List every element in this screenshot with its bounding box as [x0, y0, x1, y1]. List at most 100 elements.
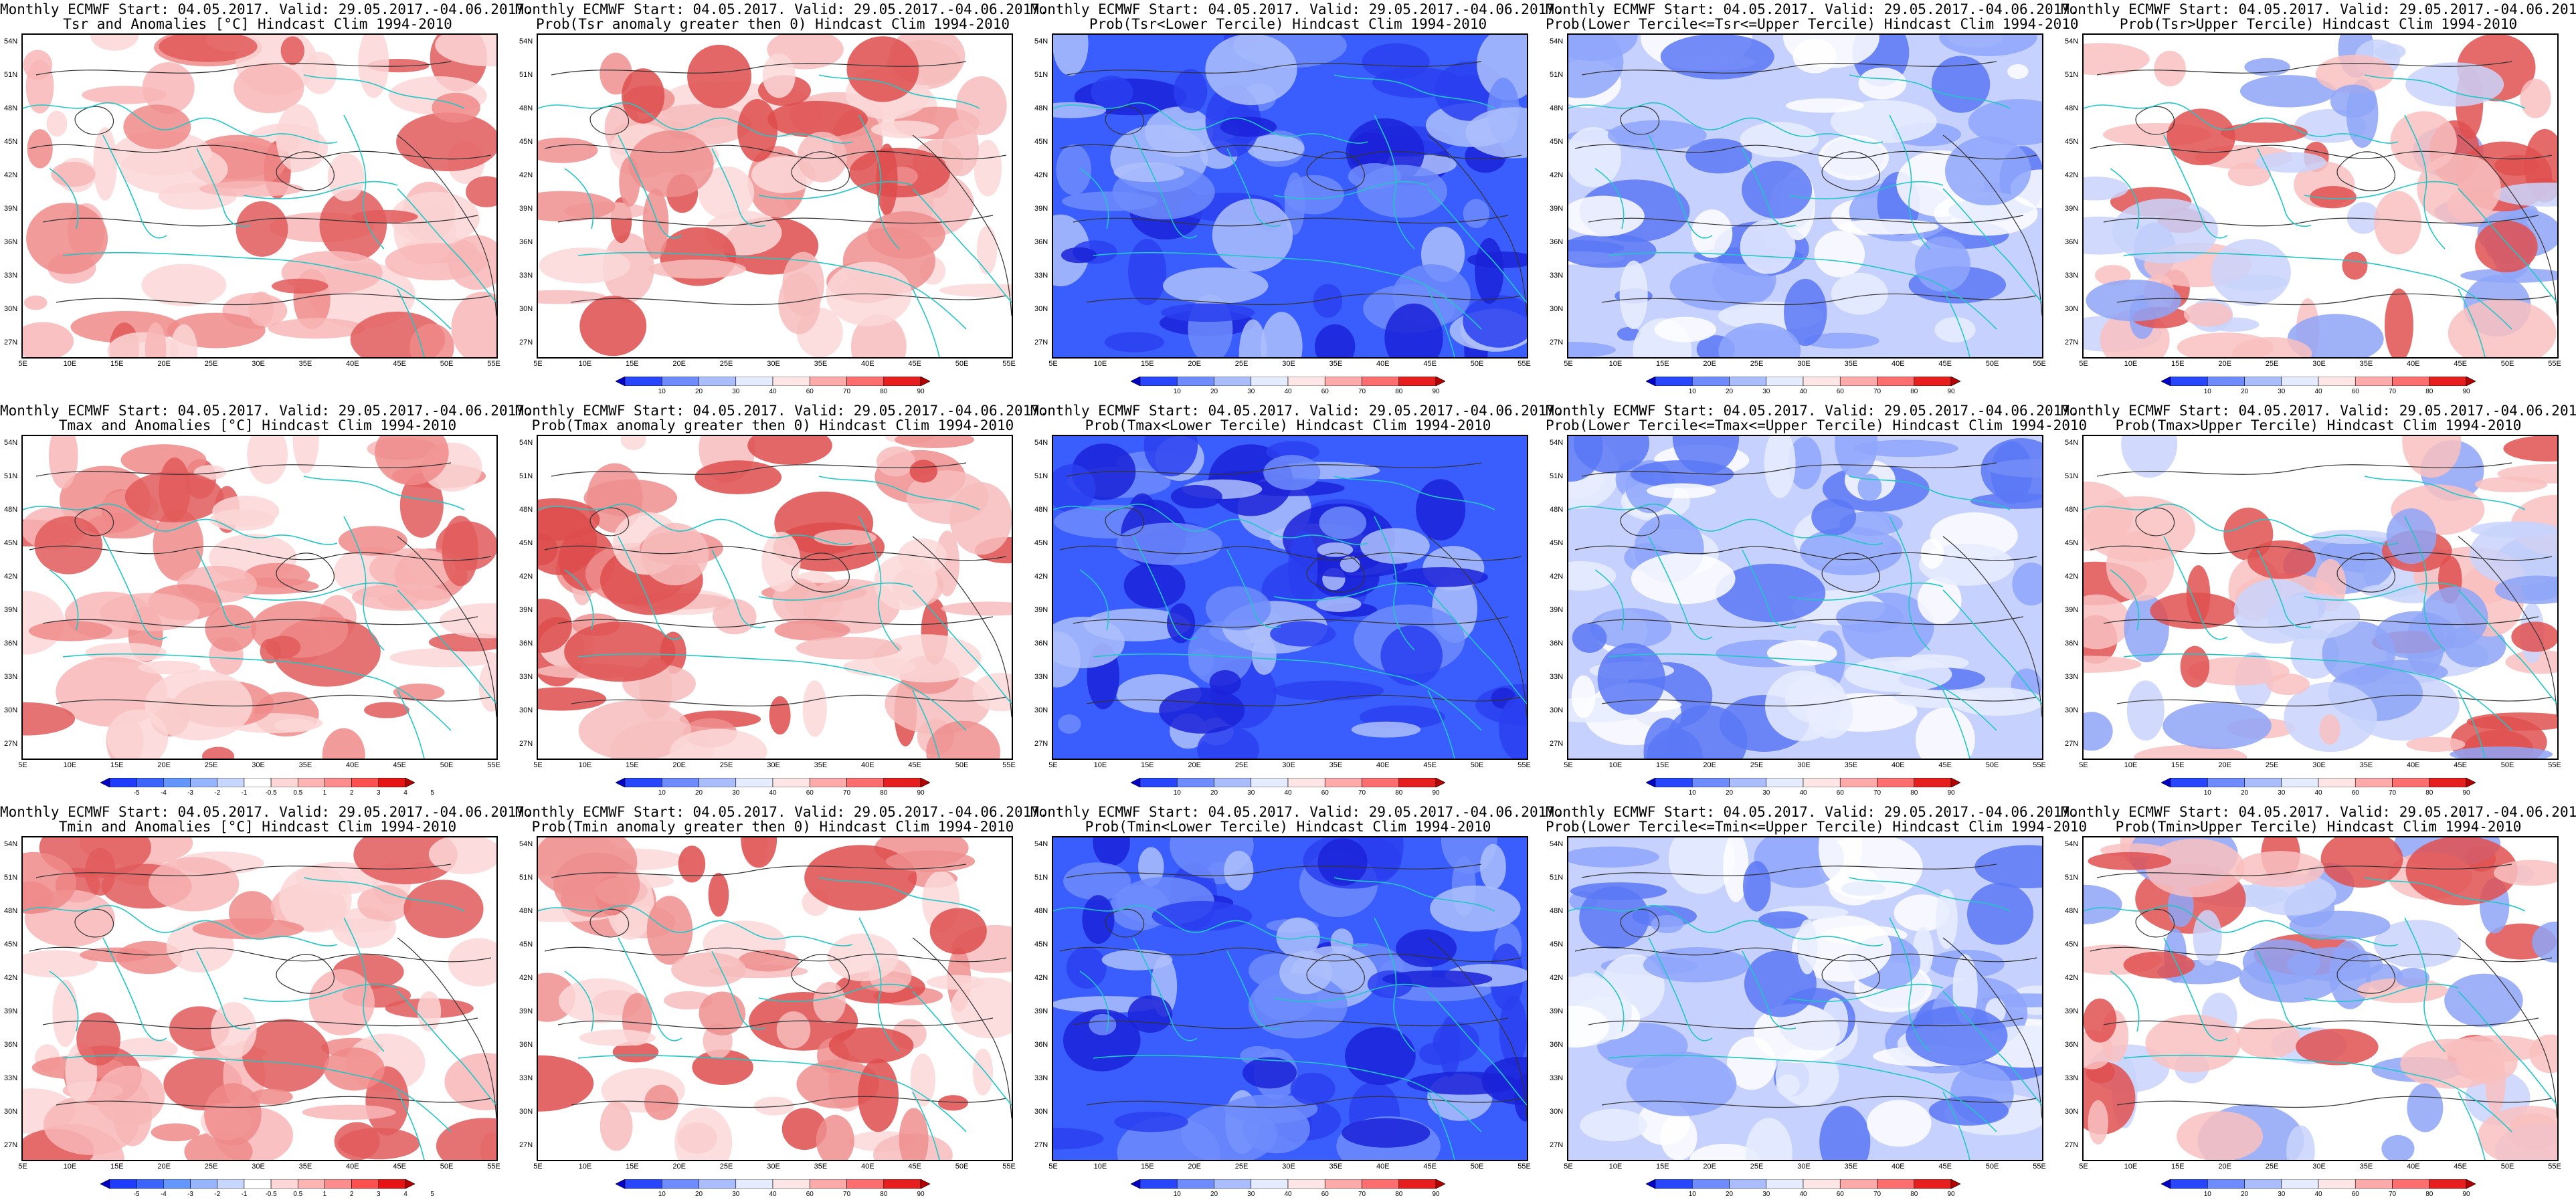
coastline	[243, 582, 398, 601]
coastline	[912, 991, 1012, 1106]
contour-line	[397, 536, 496, 718]
coastline	[397, 288, 425, 357]
shading-patch	[1784, 278, 1827, 346]
contour-line	[1601, 694, 2037, 707]
shading-patch	[828, 1027, 914, 1064]
shading-patch	[1360, 528, 1430, 564]
shading-patch	[385, 243, 487, 281]
latitude-label: 30N	[519, 706, 533, 714]
coastline	[2110, 569, 2140, 631]
longitude-label: 45E	[393, 761, 406, 769]
shading-patch	[2381, 1134, 2415, 1160]
contour-line	[1306, 553, 1365, 593]
shading-patch	[692, 1049, 753, 1086]
coastline	[618, 536, 682, 640]
latitude-label: 42N	[2065, 573, 2079, 581]
colorbar-label: 10	[2203, 388, 2211, 395]
shading-patch	[2007, 64, 2029, 79]
map-canvas	[23, 837, 496, 1160]
colorbar-label: 10	[1688, 1191, 1696, 1198]
latitude-label: 51N	[519, 472, 533, 480]
shading-patch	[1180, 1104, 1277, 1160]
colorbar-swatch	[846, 377, 885, 386]
shading-patch	[1669, 262, 1774, 311]
longitude-label: 45E	[908, 360, 921, 368]
latitude-label: 51N	[519, 874, 533, 882]
latitude-label: 30N	[1550, 1108, 1564, 1116]
longitude-label: 45E	[1938, 1163, 1952, 1171]
colorbar-swatch	[1691, 1179, 1730, 1189]
colorbar	[2161, 377, 2476, 386]
shading-patch	[754, 1096, 794, 1116]
longitude-label: 20E	[1188, 1163, 1201, 1171]
coastline	[23, 102, 338, 144]
shading-patch	[2088, 851, 2172, 870]
shading-patch	[1968, 99, 2042, 146]
colorbar-label: 30	[1762, 789, 1770, 797]
shading-patch	[2150, 592, 2239, 629]
colorbar-swatch	[1324, 778, 1362, 787]
latitude-label: 36N	[519, 1041, 533, 1049]
longitude-label: 40E	[1376, 360, 1390, 368]
longitude-label: 5E	[2079, 360, 2088, 368]
latitude-label: 48N	[1550, 506, 1564, 514]
coastline	[1594, 168, 1625, 229]
coastline	[2163, 937, 2228, 1041]
contour-line	[42, 616, 478, 628]
colorbar-swatch	[190, 778, 218, 787]
coastline	[2458, 288, 2486, 357]
shading-patch	[145, 670, 253, 740]
shading-patch	[858, 1058, 899, 1132]
longitude-label: 35E	[1844, 360, 1858, 368]
colorbar-label: 70	[2388, 388, 2397, 395]
colorbar-swatch	[1176, 377, 1214, 386]
latitude-label: 30N	[1550, 706, 1564, 714]
colorbar-label: 30	[2278, 789, 2286, 797]
longitude-label: 55E	[2033, 360, 2046, 368]
colorbar-swatch	[616, 1179, 626, 1189]
latitude-label: 39N	[519, 205, 533, 213]
colorbar-label: 80	[2425, 388, 2433, 395]
shading-patch	[1568, 846, 1660, 868]
contour-line	[571, 694, 1007, 707]
colorbar-swatch	[2161, 778, 2171, 787]
coastline	[1374, 516, 1415, 651]
shading-patch	[2121, 436, 2178, 478]
longitude-label: 5E	[18, 1163, 27, 1171]
colorbar-swatch	[2244, 778, 2282, 787]
shading-patch	[1766, 640, 1837, 666]
contour-line	[2096, 462, 2512, 477]
coastline	[912, 288, 940, 357]
shading-patch	[2154, 50, 2186, 87]
longitude-label: 5E	[2079, 1163, 2088, 1171]
colorbar-label: 1	[323, 1191, 327, 1198]
colorbar-swatch	[920, 1179, 930, 1189]
coastline	[538, 503, 853, 545]
shading-patch	[1477, 35, 1527, 101]
latitude-label: 42N	[1550, 974, 1564, 982]
shading-patch	[1053, 1128, 1104, 1150]
colorbar-swatch	[297, 778, 325, 787]
colorbar-label: 30	[1762, 1191, 1770, 1198]
shading-patch	[1764, 436, 1796, 498]
coastline	[2458, 1091, 2486, 1160]
colorbar-swatch	[2318, 377, 2356, 386]
contour-line	[1427, 536, 1527, 718]
coastline	[1226, 148, 1281, 227]
coastline	[397, 1091, 425, 1160]
coastline	[1273, 983, 1429, 1002]
shading-patch	[138, 660, 201, 675]
coastline	[303, 476, 465, 510]
colorbar-label: 70	[2388, 1191, 2397, 1198]
latitude-label: 48N	[519, 907, 533, 915]
contour-line	[2135, 908, 2175, 938]
longitude-label: 10E	[1093, 761, 1107, 769]
colorbar-label: 20	[1210, 388, 1218, 395]
panel-title-line2: Tmax and Anomalies [°C] Hindcast Clim 19…	[58, 417, 457, 433]
latitude-label: 27N	[1034, 740, 1048, 748]
map-canvas	[1053, 35, 1527, 357]
shading-patch	[204, 1083, 262, 1146]
shading-patch	[640, 522, 709, 586]
contour-line	[1086, 694, 1522, 707]
panel-title-line1: Monthly ECMWF Start: 04.05.2017. Valid: …	[1546, 804, 2079, 820]
